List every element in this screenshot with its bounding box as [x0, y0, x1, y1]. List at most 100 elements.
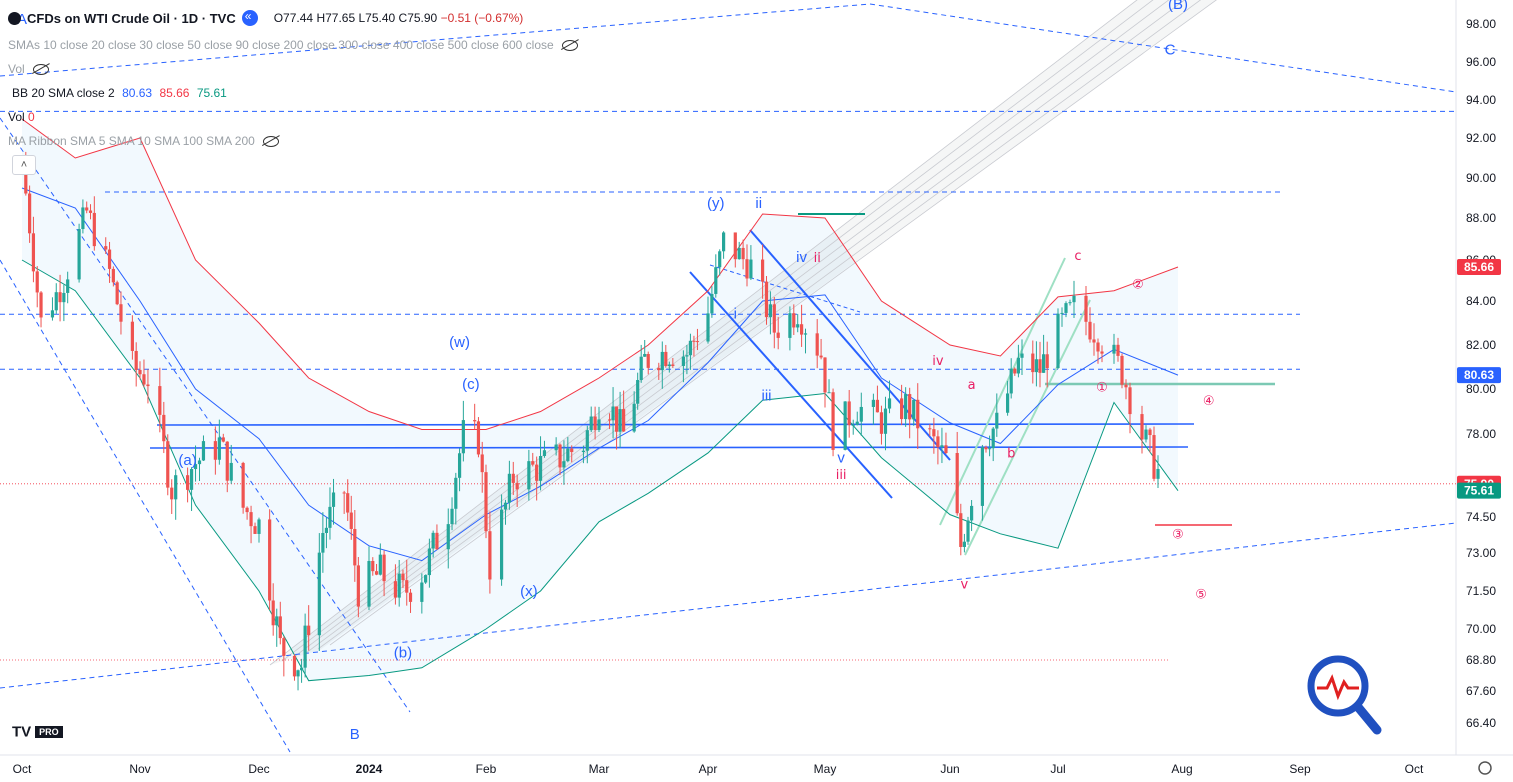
candle-body [378, 554, 382, 575]
candle-body [764, 281, 769, 318]
candle-body [718, 251, 722, 268]
candle-body [1128, 387, 1132, 415]
price-marker-label: 85.66 [1464, 260, 1494, 274]
wave-label-red: ③ [1172, 528, 1184, 543]
candle-body [162, 414, 166, 442]
change-value: −0.51 (−0.67%) [440, 11, 524, 25]
vol2-legend[interactable]: Vol 0 [8, 110, 35, 124]
wave-label-red: ① [1096, 380, 1108, 395]
candle-body [81, 207, 85, 230]
candle-body [944, 445, 948, 454]
smas-legend[interactable]: SMAs 10 close 20 close 30 close 50 close… [8, 38, 578, 52]
collapse-arrows-icon[interactable] [241, 9, 258, 26]
magnifier-health-icon[interactable] [1303, 650, 1383, 740]
candle-body [912, 399, 916, 420]
candle-body [225, 441, 229, 481]
support-line [156, 423, 1195, 426]
candle-body [995, 412, 999, 429]
candle-body [607, 419, 612, 421]
candle-body [138, 369, 142, 375]
candle-body [88, 210, 93, 213]
candle-body [618, 409, 622, 432]
candle-body [356, 565, 360, 607]
candle-body [158, 386, 162, 415]
diagonal-trend-line [0, 3, 871, 77]
candle-body [1045, 354, 1049, 369]
candle-body [660, 351, 664, 371]
candle-body [970, 505, 974, 521]
candle-body [367, 560, 371, 607]
candle-body [371, 560, 375, 572]
high-value: H77.65 [316, 11, 356, 25]
price-tick-label: 82.00 [1466, 338, 1496, 352]
candle-body [382, 554, 386, 582]
bb-legend[interactable]: BB 20 SMA close 2 80.63 85.66 75.61 [8, 86, 227, 100]
candle-body [768, 304, 772, 318]
candle-body [570, 448, 574, 453]
candle-body [1088, 321, 1092, 340]
candle-body [741, 247, 745, 260]
candle-body [681, 356, 685, 366]
candle-body [186, 475, 190, 490]
time-tick-label: Apr [699, 762, 718, 776]
candle-body [1092, 339, 1096, 343]
candle-body [115, 282, 119, 305]
ma-ribbon-label: MA Ribbon SMA 5 SMA 10 SMA 100 SMA 200 [8, 134, 255, 148]
candle-body [558, 444, 562, 468]
candle-body [374, 571, 379, 575]
candle-body [788, 313, 792, 338]
candle-body [480, 454, 484, 473]
ma-ribbon-legend[interactable]: MA Ribbon SMA 5 SMA 10 SMA 100 SMA 200 [8, 134, 279, 148]
candle-body [328, 506, 332, 528]
candle-body [111, 268, 115, 283]
wave-label-blue: (y) [707, 195, 725, 212]
wave-label-blue: ii [755, 195, 762, 212]
price-tick-label: 98.00 [1466, 17, 1496, 31]
candle-body [130, 321, 134, 351]
candle-body [511, 473, 515, 483]
price-tick-label: 92.00 [1466, 131, 1496, 145]
candle-body [916, 399, 920, 429]
hidden-eye-icon[interactable] [262, 136, 279, 148]
candle-body [431, 532, 435, 549]
candle-body [66, 279, 70, 293]
wave-label-red: iii [836, 468, 847, 483]
candle-body [847, 401, 851, 426]
wave-label-red: iv [932, 354, 944, 369]
candle-body [1096, 342, 1100, 352]
pro-badge: PRO [35, 726, 63, 739]
candle-body [393, 581, 398, 598]
settings-gear-icon [1478, 761, 1492, 775]
wave-label-red: v [961, 577, 969, 592]
symbol-title[interactable]: CFDs on WTI Crude Oil · 1D · TVC [27, 10, 236, 26]
candle-body [1042, 354, 1046, 373]
candle-body [476, 421, 481, 455]
candle-body [749, 259, 753, 279]
candle-body [397, 573, 401, 598]
time-tick-label: Jun [940, 762, 959, 776]
hidden-eye-icon[interactable] [561, 40, 578, 52]
candle-body [1140, 414, 1144, 440]
candle-body [249, 512, 253, 527]
candle-body [639, 356, 643, 381]
hidden-eye-icon[interactable] [32, 64, 49, 76]
price-tick-label: 74.50 [1466, 510, 1496, 524]
candle-body [803, 333, 808, 335]
candle-body [851, 424, 855, 426]
collapse-legend-button[interactable]: ˄ [12, 155, 36, 175]
candle-body [134, 350, 138, 370]
candle-body [745, 259, 749, 279]
candle-body [722, 232, 726, 252]
wave-label-blue: A [17, 11, 27, 28]
candle-body [955, 453, 959, 514]
price-marker [1457, 482, 1501, 499]
candle-body [457, 453, 462, 478]
wave-label-red: a [968, 378, 976, 393]
wave-label-red: c [1074, 249, 1081, 264]
vol-legend[interactable]: Vol [8, 62, 49, 76]
candle-body [733, 232, 737, 260]
candle-body [554, 444, 558, 451]
candle-body [1144, 429, 1148, 440]
tradingview-logo: TV PRO [12, 723, 63, 741]
